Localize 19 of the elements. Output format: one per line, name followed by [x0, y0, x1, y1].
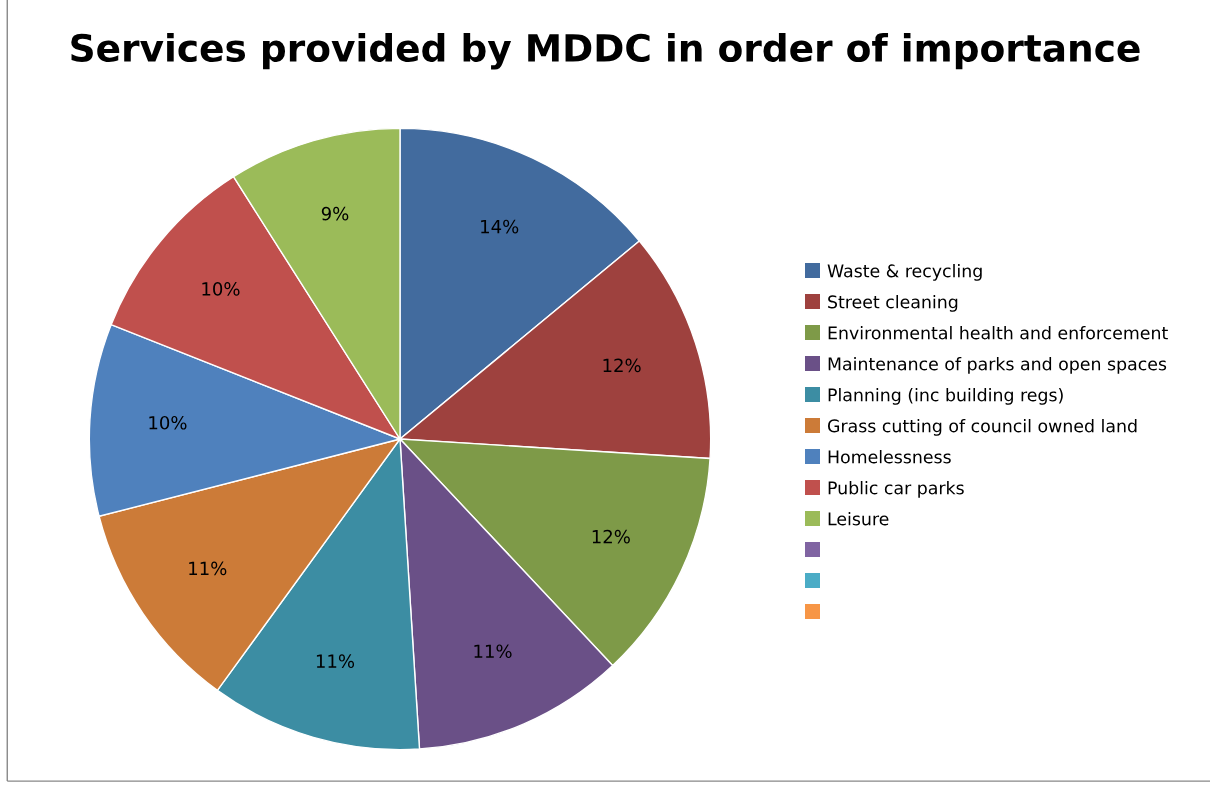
legend-label: Grass cutting of council owned land — [827, 419, 1137, 436]
chart-title: Services provided by MDDC in order of importance — [71, 32, 1140, 70]
data-label: 14% — [481, 219, 519, 234]
data-label: 11% — [316, 654, 355, 668]
data-label: 9% — [321, 206, 349, 221]
data-label: 11% — [189, 561, 227, 576]
legend-label: Homelessness — [828, 450, 951, 464]
data-label: 12% — [603, 358, 641, 373]
legend-label: Leisure — [828, 512, 889, 526]
legend-label: Public car parks — [828, 481, 964, 498]
data-label: 12% — [592, 529, 630, 544]
data-label: 10% — [149, 415, 187, 430]
data-label: 10% — [202, 282, 240, 296]
legend-label: Waste & recycling — [827, 264, 982, 281]
data-label: 11% — [474, 644, 512, 659]
legend-label: Planning (inc building regs) — [828, 388, 1063, 405]
legend-label: Environmental health and enforcement — [828, 326, 1168, 340]
legend-label: Street cleaning — [828, 295, 958, 312]
legend-label: Maintenance of parks and open spaces — [828, 357, 1167, 374]
